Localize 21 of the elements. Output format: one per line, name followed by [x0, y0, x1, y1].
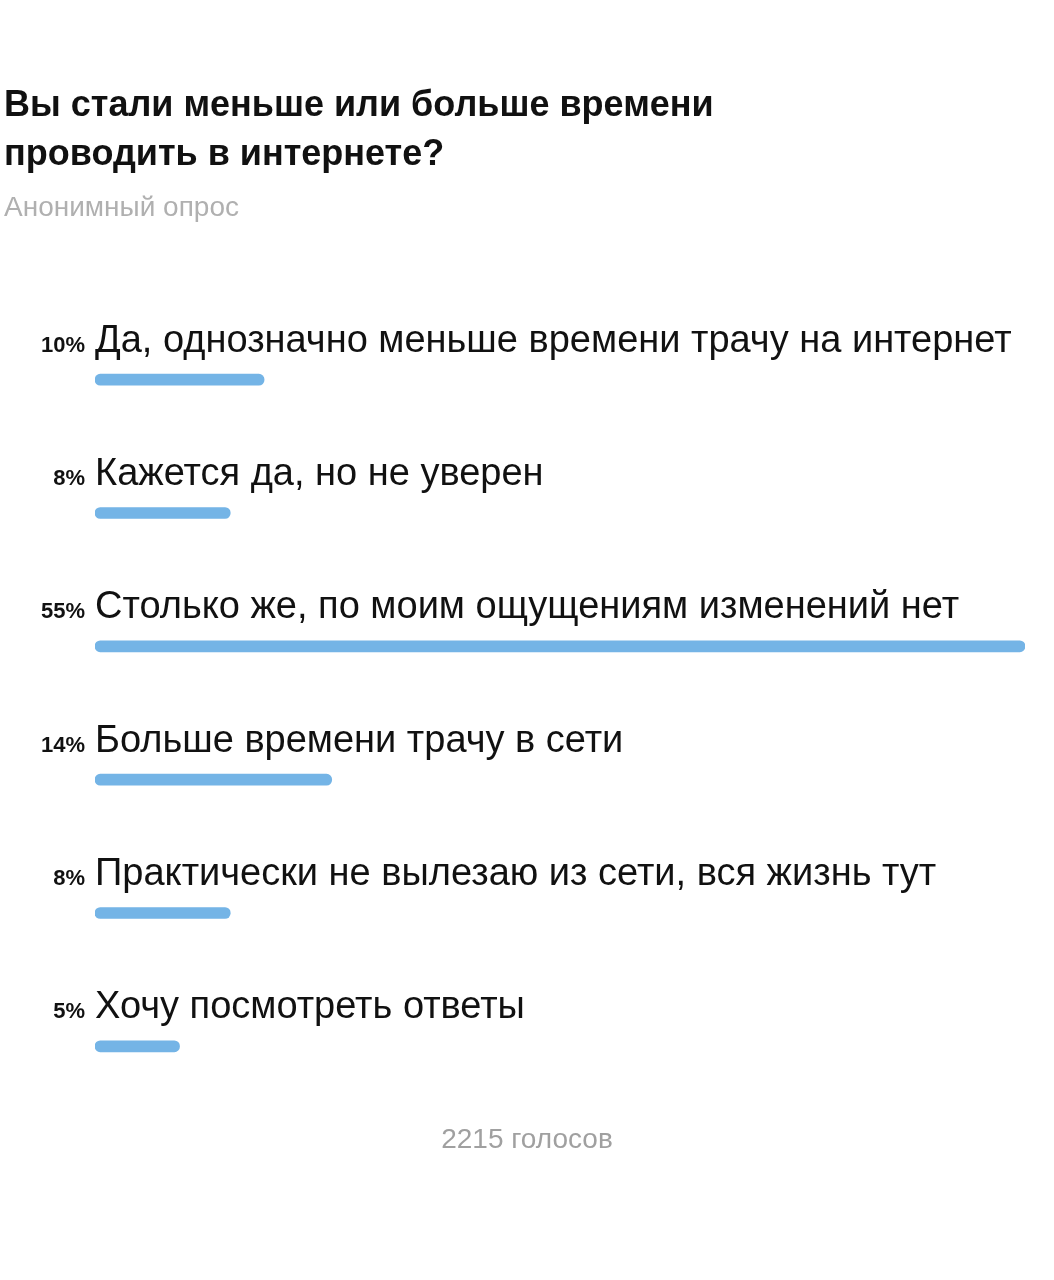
bar: [95, 507, 231, 520]
data-label: 14%: [40, 731, 85, 757]
data-label: 5%: [53, 998, 85, 1024]
y-tick-label: Да, однозначно меньше времени трачу на интернет: [95, 317, 1012, 360]
bar: [95, 1040, 180, 1053]
chart-subtitle: Анонимный опрос: [3, 190, 240, 224]
y-tick-label: Больше времени трачу в сети: [95, 717, 624, 760]
data-label: 55%: [40, 598, 85, 624]
data-label: 8%: [53, 865, 85, 891]
chart-title: Вы стали меньше или больше времени проводить в интернете?: [3, 82, 715, 175]
y-tick-label: Практически не вылезаю из сети, вся жизнь тут: [95, 851, 937, 894]
y-tick-label: Хочу посмотреть ответы: [95, 984, 525, 1027]
bar: [95, 374, 265, 386]
bar: [95, 907, 231, 920]
bar: [95, 774, 333, 786]
y-tick-label: Кажется да, но не уверен: [95, 451, 544, 494]
text: 2215 голосов: [440, 1123, 614, 1156]
data-label: 8%: [53, 465, 85, 491]
data-label: 10%: [40, 331, 85, 357]
bar: [95, 640, 1025, 653]
y-tick-label: Столько же, по моим ощущениям изменений нет: [95, 584, 960, 627]
